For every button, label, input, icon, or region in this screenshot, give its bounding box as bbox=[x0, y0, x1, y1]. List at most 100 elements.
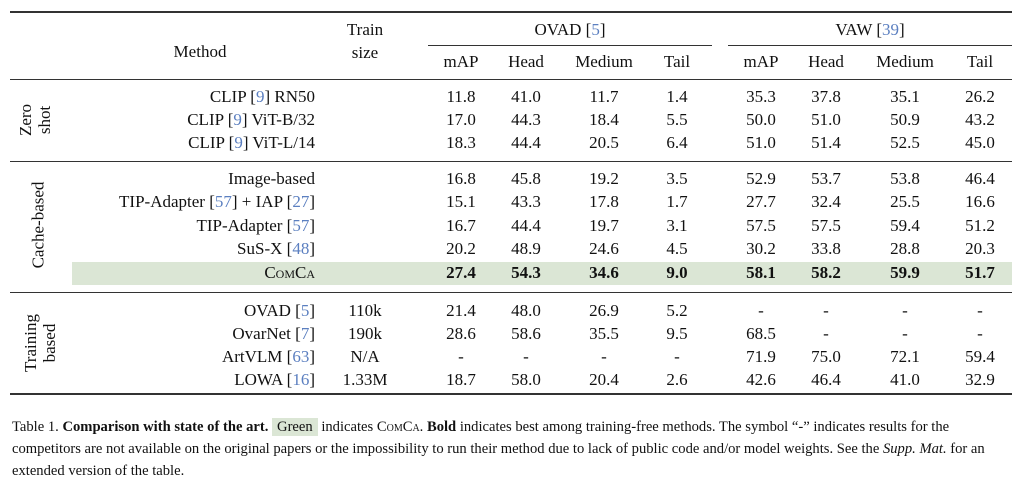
caption-green-word: Green bbox=[272, 418, 318, 436]
metric-value: - bbox=[977, 324, 983, 343]
section-rule bbox=[10, 161, 1012, 162]
table-caption: Table 1. Comparison with state of the ar… bbox=[12, 416, 1012, 482]
train-size: N/A bbox=[350, 347, 380, 366]
metric-value: - bbox=[601, 347, 607, 366]
citation-link[interactable]: 27 bbox=[292, 192, 310, 211]
metric-header: Head bbox=[808, 52, 844, 71]
metric-value: 41.0 bbox=[890, 370, 920, 389]
metric-value: 58.2 bbox=[811, 263, 841, 282]
method-name: OVAD [5] bbox=[243, 301, 315, 320]
metric-value: 11.8 bbox=[446, 87, 476, 106]
metric-value: 17.0 bbox=[446, 110, 476, 129]
metric-value: 27.4 bbox=[446, 263, 476, 282]
metric-value: 3.1 bbox=[666, 216, 688, 235]
citation-link[interactable]: 48 bbox=[292, 239, 310, 258]
metric-value: 43.3 bbox=[511, 192, 541, 211]
method-label: LOWA bbox=[234, 370, 287, 389]
metric-value: 45.0 bbox=[965, 133, 995, 152]
metric-value: 35.1 bbox=[890, 87, 920, 106]
metric-value: 1.4 bbox=[666, 87, 688, 106]
metric-value: 32.4 bbox=[811, 192, 841, 211]
metric-value: 35.5 bbox=[589, 324, 619, 343]
metric-value: - bbox=[458, 347, 464, 366]
metric-value: 45.8 bbox=[511, 169, 541, 188]
citation-link[interactable]: 9 bbox=[234, 133, 243, 152]
method-name: LOWA [16] bbox=[234, 370, 315, 389]
train-size: 110k bbox=[348, 301, 382, 320]
metric-value: 57.5 bbox=[811, 216, 841, 235]
metric-value: 52.5 bbox=[890, 133, 920, 152]
metric-value: 26.2 bbox=[965, 87, 995, 106]
metric-value: - bbox=[977, 301, 983, 320]
metric-value: 9.5 bbox=[666, 324, 688, 343]
metric-value: 50.9 bbox=[890, 110, 920, 129]
method-label: TIP-Adapter bbox=[196, 216, 287, 235]
method-label: CLIP bbox=[209, 87, 251, 106]
citation-link[interactable]: 39 bbox=[882, 20, 899, 39]
method-name: Image-based bbox=[228, 169, 315, 189]
method-label: OvarNet bbox=[232, 324, 296, 343]
metric-value: 75.0 bbox=[811, 347, 841, 366]
method-label: OVAD bbox=[243, 301, 296, 320]
method-name: ComCa bbox=[264, 263, 315, 283]
metric-value: 3.5 bbox=[666, 169, 688, 188]
citation-link[interactable]: 5 bbox=[300, 301, 310, 320]
metric-value: 15.1 bbox=[446, 192, 476, 211]
metric-header: Medium bbox=[575, 52, 633, 71]
citation-link[interactable]: 9 bbox=[233, 110, 242, 129]
method-label: RN50 bbox=[270, 87, 315, 106]
metric-value: 20.4 bbox=[589, 370, 619, 389]
citation-link[interactable]: 7 bbox=[300, 324, 310, 343]
group-name: VAW bbox=[835, 20, 877, 39]
ovad-group-header: OVAD [5] bbox=[534, 20, 606, 39]
method-name: CLIP [9] RN50 bbox=[209, 87, 315, 106]
metric-value: 24.6 bbox=[589, 239, 619, 258]
metric-value: 17.8 bbox=[589, 192, 619, 211]
metric-value: 16.7 bbox=[446, 216, 476, 235]
section-label-line: based bbox=[40, 323, 59, 363]
method-label: SuS-X bbox=[237, 239, 287, 258]
metric-value: 32.9 bbox=[965, 370, 995, 389]
caption-text: indicates bbox=[317, 419, 377, 435]
metric-header: Tail bbox=[966, 52, 994, 71]
metric-value: 51.0 bbox=[811, 110, 841, 129]
metric-value: 34.6 bbox=[589, 263, 619, 282]
citation-link[interactable]: 16 bbox=[292, 370, 310, 389]
metric-value: 68.5 bbox=[746, 324, 776, 343]
metric-value: 28.6 bbox=[446, 324, 476, 343]
top-rule bbox=[10, 11, 1012, 13]
metric-value: 6.4 bbox=[666, 133, 688, 152]
citation-link[interactable]: 9 bbox=[255, 87, 265, 106]
train-size-header: size bbox=[351, 43, 379, 62]
metric-value: 18.7 bbox=[446, 370, 476, 389]
metric-value: 58.0 bbox=[511, 370, 541, 389]
metric-value: 58.6 bbox=[511, 324, 541, 343]
method-label: ViT-B/32 bbox=[247, 110, 315, 129]
metric-value: 28.8 bbox=[890, 239, 920, 258]
caption-bold-word: Bold bbox=[426, 419, 457, 435]
metric-value: 37.8 bbox=[811, 87, 841, 106]
caption-title: Comparison with state of the art. bbox=[62, 419, 269, 435]
metric-value: 25.5 bbox=[890, 192, 920, 211]
method-label: ArtVLM bbox=[221, 347, 287, 366]
caption-prefix: Table 1. bbox=[12, 419, 63, 435]
metric-value: 48.9 bbox=[511, 239, 541, 258]
method-label: CLIP bbox=[187, 110, 228, 129]
citation-link[interactable]: 5 bbox=[591, 20, 600, 39]
method-label: TIP-Adapter bbox=[119, 192, 210, 211]
metric-value: 57.5 bbox=[746, 216, 776, 235]
metric-value: - bbox=[523, 347, 529, 366]
metric-value: - bbox=[823, 324, 829, 343]
metric-value: 53.7 bbox=[811, 169, 841, 188]
citation-link[interactable]: 57 bbox=[292, 216, 310, 235]
method-name: OvarNet [7] bbox=[232, 324, 315, 343]
metric-value: 58.1 bbox=[746, 263, 776, 282]
metric-value: 30.2 bbox=[746, 239, 776, 258]
method-label: ViT-L/14 bbox=[248, 133, 315, 152]
metric-value: 4.5 bbox=[666, 239, 688, 258]
method-name: TIP-Adapter [57] + IAP [27] bbox=[119, 192, 315, 211]
citation-link[interactable]: 57 bbox=[214, 192, 232, 211]
metric-value: 9.0 bbox=[666, 263, 688, 282]
metric-value: 50.0 bbox=[746, 110, 776, 129]
citation-link[interactable]: 63 bbox=[292, 347, 310, 366]
